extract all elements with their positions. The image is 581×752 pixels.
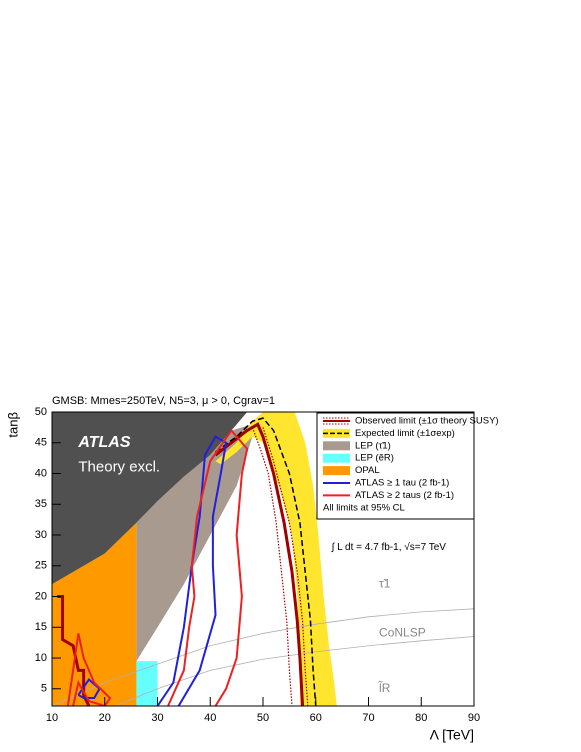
legend-swatch (323, 428, 350, 438)
y-axis-label: tanβ (5, 412, 20, 438)
y-tick-label: 25 (35, 560, 47, 572)
x-tick-label: 10 (46, 712, 58, 724)
region (52, 412, 248, 585)
limit-line (214, 422, 305, 706)
x-tick-label: 50 (257, 712, 269, 724)
y-tick-label: 30 (35, 529, 47, 541)
plot-area (52, 412, 474, 706)
y-tick-label: 5 (41, 683, 47, 695)
expected-band (215, 412, 337, 706)
legend-swatch (323, 441, 350, 451)
region (136, 661, 158, 706)
y-tick-label: 40 (35, 467, 47, 479)
limit-line (77, 678, 101, 700)
legend-label: Expected limit (±1σexp) (355, 428, 455, 439)
theory-line (251, 427, 293, 706)
x-tick-label: 30 (151, 712, 163, 724)
annotation: Theory excl. (78, 458, 160, 475)
region (52, 522, 137, 706)
limit-line (66, 633, 112, 706)
annotation: l̃R (378, 680, 391, 695)
limit-line (156, 435, 228, 706)
y-tick-label: 50 (35, 406, 47, 418)
legend-label: LEP (τ̃1) (355, 440, 391, 451)
annotation: ATLAS (77, 434, 130, 451)
y-tick-label: 35 (35, 498, 47, 510)
legend-swatch (323, 466, 350, 476)
legend-label: ATLAS ≥ 2 taus (2 fb-1) (355, 490, 454, 501)
legend-box (316, 412, 475, 520)
x-tick-label: 80 (415, 712, 427, 724)
legend-label: OPAL (355, 465, 380, 476)
boundary-line (115, 636, 474, 706)
x-axis-label: Λ [TeV] (430, 727, 474, 743)
boundary-line (52, 608, 474, 706)
chart-title: GMSB: Mmes=250TeV, N5=3, μ > 0, Cgrav=1 (52, 395, 275, 407)
x-tick-label: 20 (99, 712, 111, 724)
annotation: ∫ L dt = 4.7 fb-1, √s=7 TeV (331, 541, 447, 553)
y-tick-label: 15 (35, 621, 47, 633)
legend-label: ATLAS ≥ 1 tau (2 fb-1) (355, 478, 449, 489)
legend: Observed limit (±1σ theory SUSY)Expected… (316, 412, 499, 520)
x-tick-label: 40 (204, 712, 216, 724)
annotation: CoNLSP (379, 626, 426, 640)
x-tick-label: 90 (468, 712, 480, 724)
x-tick-label: 70 (362, 712, 374, 724)
y-tick-label: 20 (35, 590, 47, 602)
legend-swatch (323, 453, 350, 463)
limit-line (167, 428, 249, 706)
legend-label: Observed limit (±1σ theory SUSY) (355, 416, 499, 427)
x-tick-label: 60 (310, 712, 322, 724)
legend-label: LEP (ẽR) (355, 453, 394, 464)
y-tick-label: 45 (35, 437, 47, 449)
expected-line (215, 417, 317, 706)
y-tick-label: 10 (35, 652, 47, 664)
legend-note: All limits at 95% CL (323, 502, 405, 513)
annotation: τ̃1 (379, 576, 391, 590)
